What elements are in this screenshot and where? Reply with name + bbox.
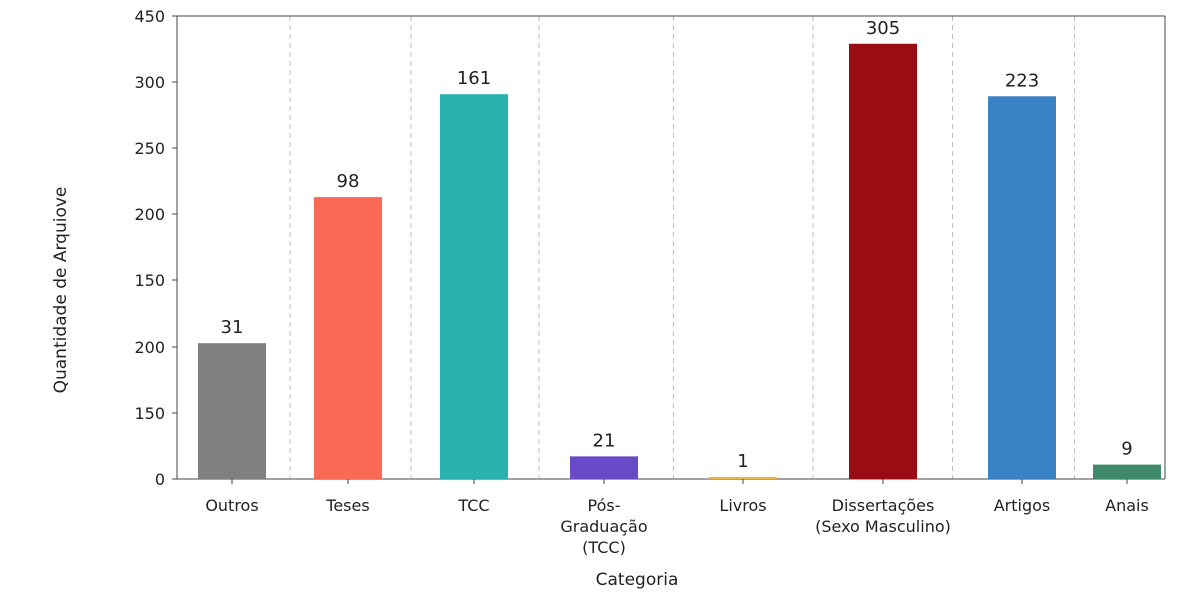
data-label: 161 [457,68,491,89]
x-tick-label: Outros [205,496,258,515]
y-tick-label: 200 [134,338,165,357]
data-label: 9 [1121,439,1132,460]
x-tick-label-line: Teses [325,496,369,515]
bar-outros [198,343,266,479]
bar-disserta-es-sexo-masculino [849,43,917,479]
x-tick-label: Artigos [994,496,1051,515]
x-tick-label: Anais [1105,496,1149,515]
y-tick-label: 200 [134,205,165,224]
x-tick-label: TCC [457,496,489,515]
data-label: 98 [337,171,360,192]
bar-tcc [440,94,508,479]
grid-lines [289,16,1075,479]
y-tick-label: 0 [155,470,165,489]
y-tick-label: 150 [134,404,165,423]
x-tick-label-line: Graduação [560,517,647,536]
bars: 31 98 161 21 1 305 223 9 [198,18,1161,480]
bar-livros [709,476,777,479]
x-tick-label-line: TCC [457,496,489,515]
y-ticks: 0 150 200 150 200 250 300 450 [134,7,177,489]
data-label: 31 [221,317,244,338]
x-tick-label-line: Pós- [588,496,621,515]
x-tick-label-line: Artigos [994,496,1051,515]
bar-artigos [988,96,1056,480]
y-tick-label: 300 [134,73,165,92]
x-tick-label-line: Anais [1105,496,1149,515]
x-tick-label-line: Livros [719,496,766,515]
bar-anais [1093,464,1161,479]
x-tick-label: Teses [325,496,369,515]
data-label: 21 [593,430,616,451]
data-label: 1 [737,451,748,472]
data-label: 305 [866,18,900,39]
x-axis-label: Categoria [596,570,679,590]
x-tick-label-line: (TCC) [582,538,626,557]
x-tick-label-line: (Sexo Masculino) [815,517,951,536]
y-tick-label: 450 [134,7,165,26]
y-tick-label: 250 [134,139,165,158]
x-tick-label-line: Outros [205,496,258,515]
x-tick-label: Livros [719,496,766,515]
bar-teses [314,197,382,479]
y-tick-label: 150 [134,271,165,290]
x-tick-label-line: Dissertações [832,496,935,515]
x-tick-label: Pós- Graduação (TCC) [560,496,647,557]
y-axis-label: Quantidade de Arquiove [51,187,71,394]
x-ticks: Outros Teses TCC Pós- Graduação (TCC) Livros Di… [205,479,1149,557]
x-tick-label: Dissertações (Sexo Masculino) [815,496,951,536]
bar-p-s-gradua-o-tcc [570,456,638,479]
data-label: 223 [1005,70,1039,91]
